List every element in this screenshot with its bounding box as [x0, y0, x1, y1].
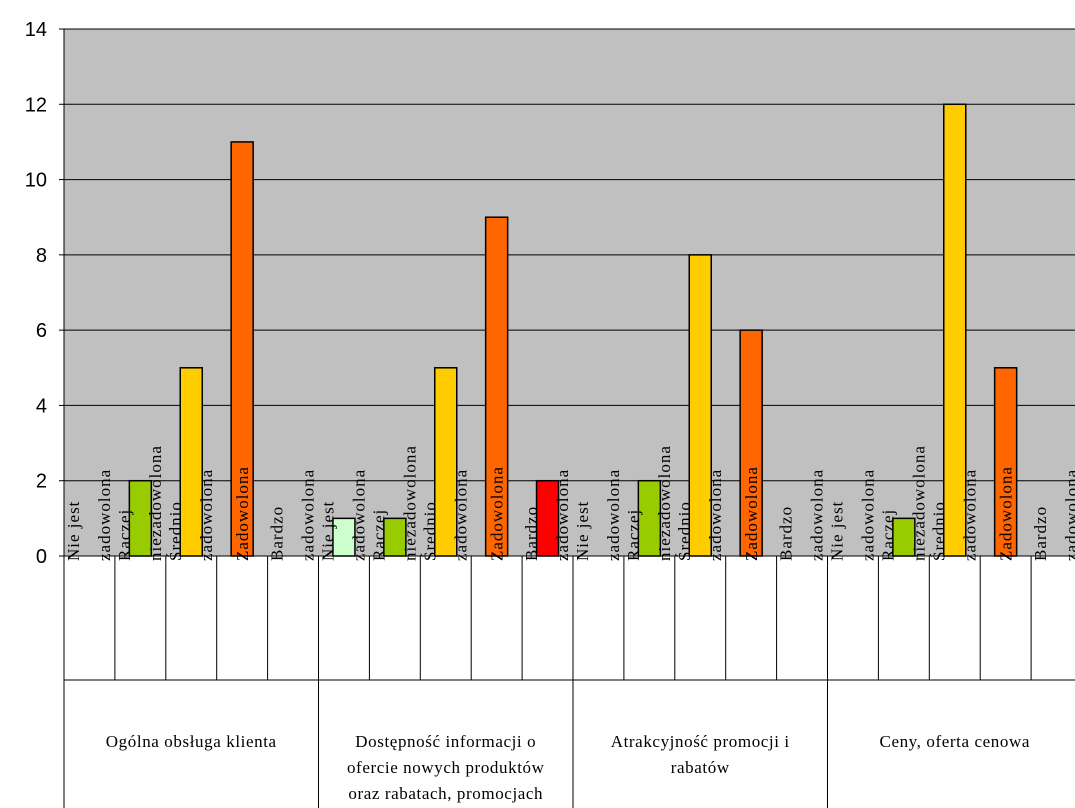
- y-tick-label: 2: [36, 471, 47, 493]
- group-label: Atrakcyjność promocji i rabatów: [611, 732, 790, 777]
- y-tick-label: 12: [25, 94, 47, 116]
- axes: [63, 29, 1075, 808]
- category-label: Zadowolona: [233, 466, 252, 561]
- y-tick-label: 6: [36, 320, 47, 342]
- category-label: Bardzo zadowolona: [522, 469, 572, 561]
- category-label: Raczej niezadowolona: [878, 445, 928, 561]
- category-label: Bardzo zadowolona: [777, 469, 827, 561]
- category-label: Zadowolona: [488, 466, 507, 561]
- category-labels: Nie jest zadowolona Raczej niezadowolona Śre…: [64, 445, 1075, 680]
- category-label: Średnio zadowolona: [929, 469, 979, 561]
- y-tick-label: 10: [25, 170, 47, 192]
- category-label: Bardzo zadowolona: [268, 469, 318, 561]
- category-label: Średnio zadowolona: [420, 469, 470, 561]
- category-label: Nie jest zadowolona: [64, 469, 114, 561]
- group-label: Ogólna obsługa klienta: [106, 732, 277, 751]
- category-label: Zadowolona: [742, 466, 761, 561]
- category-label: Średnio zadowolona: [675, 469, 725, 561]
- category-label: Nie jest zadowolona: [319, 469, 369, 561]
- category-label: Raczej niezadowolona: [624, 445, 674, 561]
- y-tick-label: 4: [36, 395, 47, 417]
- y-tick-label: 0: [36, 546, 47, 568]
- y-tick-label: 8: [36, 245, 47, 267]
- category-label: Bardzo zadowolona: [1031, 469, 1075, 561]
- y-tick-label: 14: [25, 19, 47, 41]
- group-labels: Ogólna obsługa klienta Dostępność informa…: [106, 556, 1030, 808]
- category-label: Nie jest zadowolona: [828, 469, 878, 561]
- category-label: Nie jest zadowolona: [573, 469, 623, 561]
- group-label: Dostępność informacji o ofercie nowych pr…: [347, 732, 545, 803]
- y-axis-ticks: 0 2 4 6 8 10 12 14: [25, 19, 64, 568]
- category-label: Raczej niezadowolona: [115, 445, 165, 561]
- category-label: Zadowolona: [997, 466, 1016, 561]
- bars: [128, 103, 1018, 557]
- category-label: Średnio zadowolona: [166, 469, 216, 561]
- category-label: Raczej niezadowolona: [369, 445, 419, 561]
- group-label: Ceny, oferta cenowa: [880, 732, 1030, 751]
